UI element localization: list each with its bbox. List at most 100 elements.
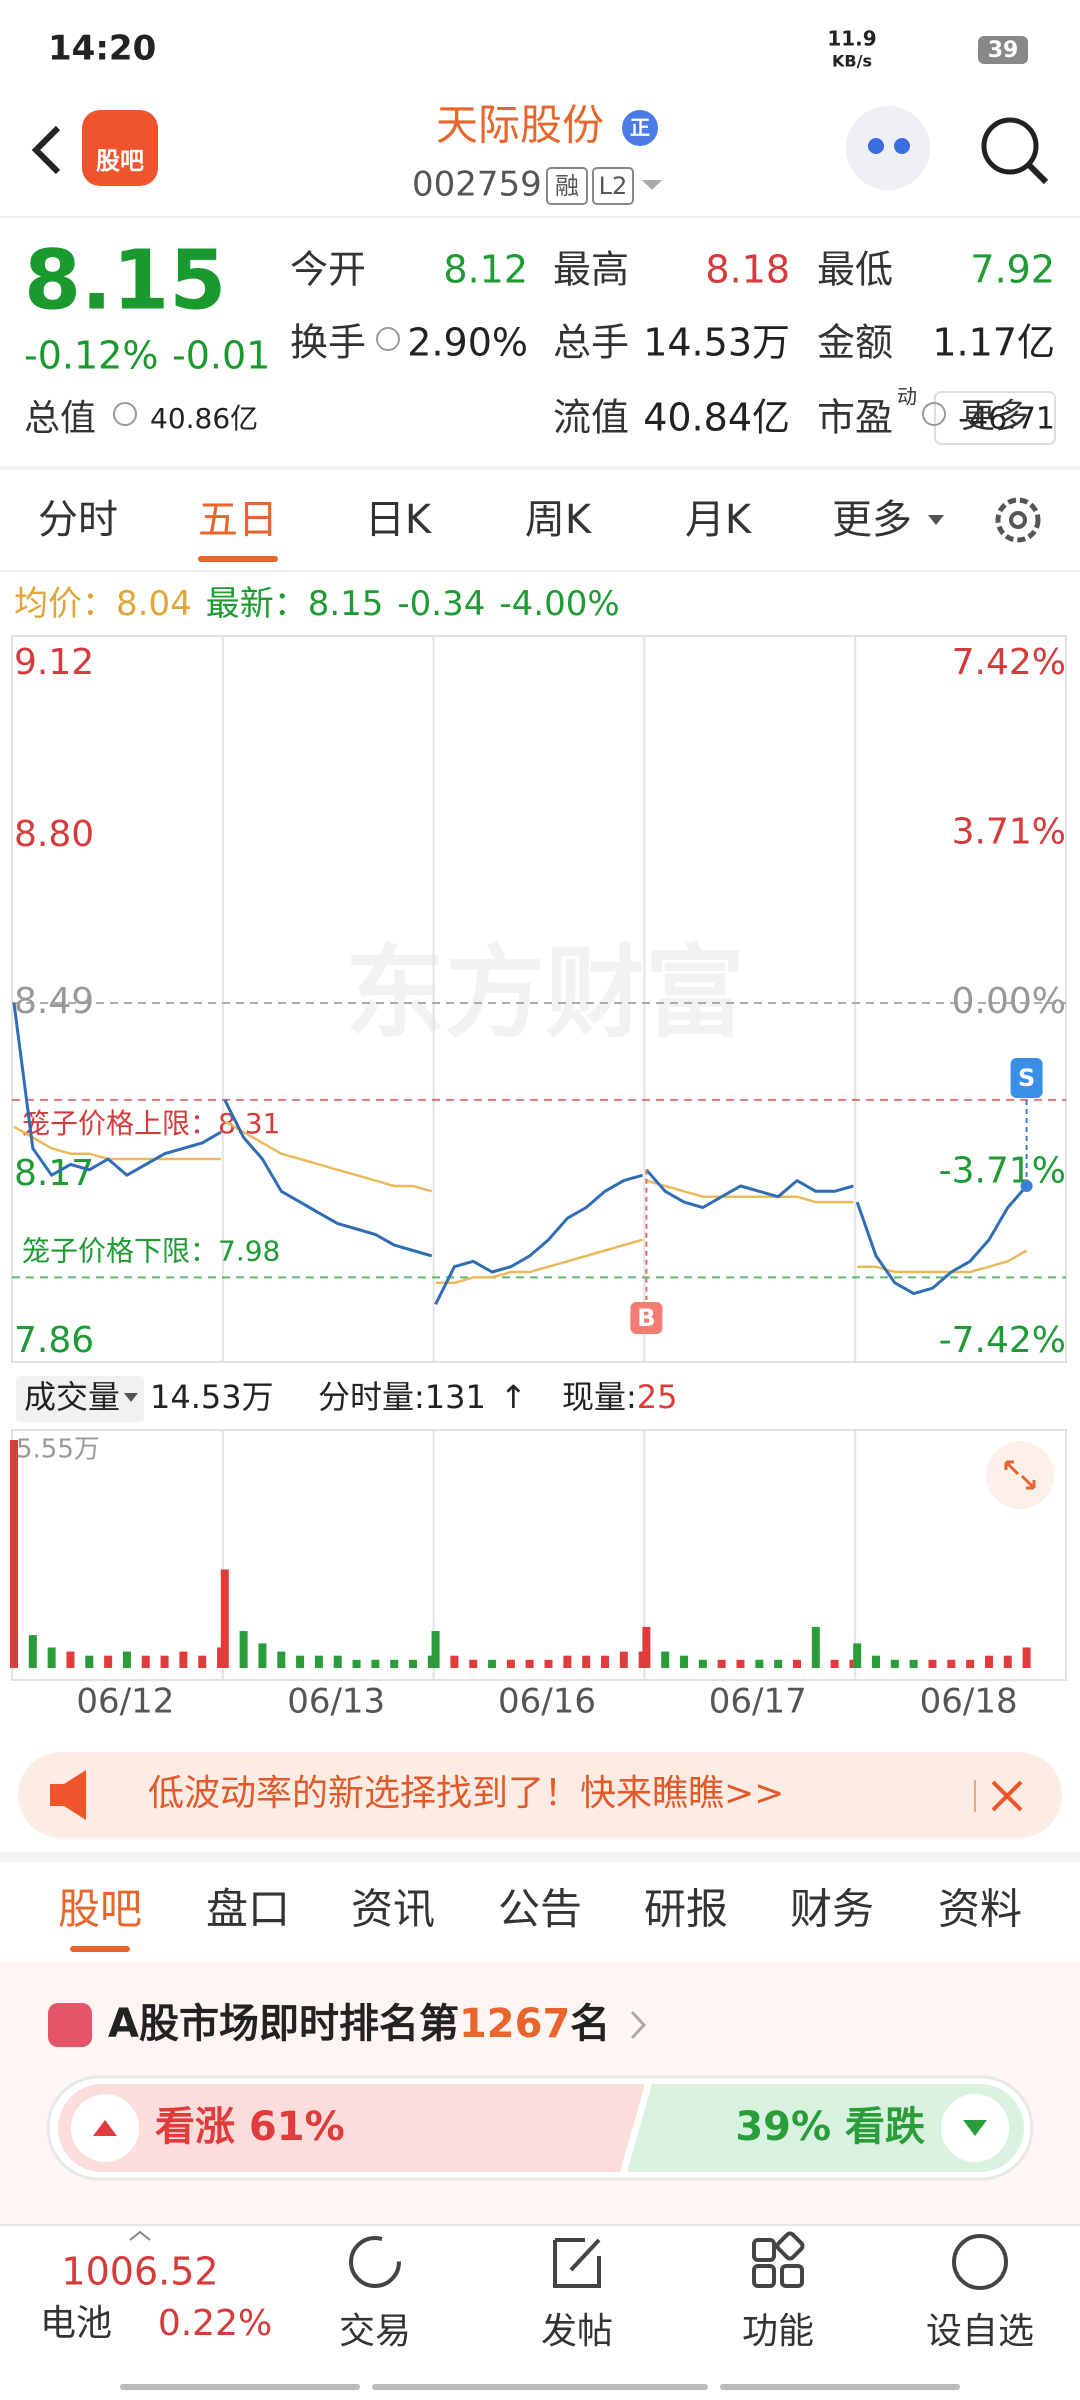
content-tab[interactable]: 研报 bbox=[644, 1885, 728, 1934]
logo[interactable] bbox=[82, 110, 158, 186]
megaphone-icon bbox=[50, 1770, 86, 1820]
tick-volume: 分时量:131 bbox=[318, 1378, 486, 1416]
nav-label[interactable]: 设自选 bbox=[926, 2311, 1034, 2352]
stat-label: 金额 bbox=[817, 321, 893, 365]
badge bbox=[622, 110, 658, 146]
vote-down[interactable] bbox=[627, 2084, 1024, 2172]
tab[interactable]: 更多 bbox=[832, 497, 912, 543]
avatar-eye bbox=[868, 138, 884, 154]
volume-bar bbox=[563, 1655, 572, 1668]
content-tab[interactable]: 资讯 bbox=[351, 1885, 435, 1934]
volume-bar bbox=[544, 1659, 553, 1668]
current-label: 现量: bbox=[562, 1378, 637, 1416]
current-value: 25 bbox=[637, 1378, 678, 1416]
volume-bar bbox=[600, 1655, 609, 1668]
info-line: 均价：8.04 最新：8.15 -0.34 -4.00% bbox=[14, 584, 620, 624]
stat-label: 最低 bbox=[817, 248, 893, 292]
volume-bar bbox=[66, 1651, 75, 1668]
banner-text[interactable]: 低波动率的新选择找到了！快来瞧瞧>> bbox=[148, 1773, 784, 1814]
vote-down-text[interactable]: 39% 看跌 bbox=[735, 2104, 925, 2150]
average-line bbox=[646, 1179, 854, 1204]
divider bbox=[0, 216, 1080, 218]
cage-label-text: 笼子价格下限： bbox=[22, 1234, 218, 1267]
expand-button[interactable] bbox=[986, 1441, 1054, 1509]
volume-bar bbox=[853, 1643, 862, 1668]
tab[interactable]: 周K bbox=[525, 497, 593, 543]
change: -0.01 bbox=[172, 334, 270, 378]
latest-label: 最新： bbox=[206, 584, 308, 624]
content-tab[interactable]: 财务 bbox=[790, 1885, 874, 1934]
vote-up[interactable] bbox=[58, 2084, 645, 2172]
volume-bar bbox=[160, 1655, 169, 1668]
volume-bar bbox=[390, 1659, 399, 1668]
sell-marker bbox=[1010, 1058, 1043, 1098]
content-tab[interactable]: 公告 bbox=[498, 1885, 582, 1934]
volume-bar bbox=[1003, 1655, 1012, 1668]
more-button[interactable] bbox=[934, 391, 1056, 445]
bottom-nav-bg bbox=[0, 2224, 1080, 2400]
volume-bar bbox=[450, 1655, 459, 1668]
close-button[interactable] bbox=[991, 1780, 1023, 1812]
volume-bar bbox=[258, 1643, 267, 1668]
content-tab-underline bbox=[70, 1946, 130, 1952]
volume-bar bbox=[431, 1631, 440, 1668]
stat-label: 总手 bbox=[553, 321, 629, 365]
volume-bar bbox=[104, 1655, 113, 1668]
index-change: 0.22% bbox=[158, 2303, 272, 2344]
buy-marker-text: B bbox=[637, 1304, 655, 1332]
dropdown-arrow bbox=[124, 1393, 138, 1402]
back-button[interactable] bbox=[31, 125, 61, 175]
volume-bar bbox=[198, 1655, 207, 1668]
volume-bar bbox=[352, 1659, 361, 1668]
settings-button[interactable] bbox=[995, 497, 1041, 543]
stat-value: 14.53万 bbox=[643, 321, 790, 365]
content-tab[interactable]: 资料 bbox=[938, 1885, 1022, 1934]
content-tab[interactable]: 股吧 bbox=[58, 1885, 142, 1934]
stock-name: 天际股份 bbox=[436, 101, 604, 150]
volume-tick-label: 5.55万 bbox=[16, 1435, 100, 1465]
volume-selector[interactable] bbox=[16, 1376, 144, 1422]
x-tick-label: 06/18 bbox=[920, 1682, 1018, 1722]
search-button[interactable] bbox=[981, 117, 1039, 175]
net-speed: 11.9 bbox=[827, 27, 876, 51]
tab[interactable]: 月K bbox=[685, 497, 753, 543]
banner[interactable] bbox=[18, 1752, 1062, 1838]
tab[interactable]: 五日 bbox=[198, 497, 278, 543]
chevron bbox=[630, 2010, 647, 2040]
dropdown-arrow bbox=[928, 515, 944, 525]
content-tab[interactable]: 盘口 bbox=[206, 1885, 290, 1934]
average-line bbox=[224, 1120, 433, 1193]
info-icon bbox=[922, 402, 946, 426]
cage-label-text: 笼子价格上限： bbox=[22, 1107, 218, 1140]
volume-bar bbox=[642, 1626, 651, 1668]
more-button-text[interactable]: 更多 bbox=[961, 397, 1029, 437]
nav-icon bbox=[780, 2264, 804, 2288]
home-indicator bbox=[372, 2384, 708, 2390]
divider bbox=[0, 2224, 1080, 2226]
divider bbox=[0, 1852, 1080, 1862]
tab[interactable]: 分时 bbox=[38, 497, 118, 543]
vote-up-text[interactable]: 看涨 61% bbox=[155, 2104, 345, 2150]
volume-bar bbox=[179, 1651, 188, 1668]
sell-marker-text: S bbox=[1018, 1064, 1035, 1092]
stat-value: 40.84亿 bbox=[643, 396, 790, 440]
stat-label: 换手 bbox=[290, 321, 366, 365]
y-tick-label: 9.12 bbox=[14, 642, 94, 683]
settings-center bbox=[1009, 511, 1027, 529]
net-unit: KB/s bbox=[832, 52, 872, 71]
nav-label[interactable]: 发帖 bbox=[541, 2311, 613, 2352]
tab[interactable]: 日K bbox=[365, 497, 433, 543]
avg-value: 8.04 bbox=[116, 584, 192, 624]
volume-bar bbox=[525, 1659, 534, 1668]
status-time: 14:20 bbox=[48, 29, 156, 69]
chart-frame bbox=[11, 635, 1067, 1363]
x-tick-label: 06/12 bbox=[76, 1682, 174, 1722]
avatar[interactable] bbox=[846, 106, 930, 190]
nav-label[interactable]: 功能 bbox=[742, 2311, 814, 2352]
ranking-prefix: A股市场即时排名第 bbox=[108, 2001, 459, 2047]
volume-bar bbox=[371, 1659, 380, 1668]
tag bbox=[592, 167, 634, 205]
nav-label[interactable]: 交易 bbox=[339, 2311, 411, 2352]
ranking-value: 1267 bbox=[459, 2001, 570, 2047]
